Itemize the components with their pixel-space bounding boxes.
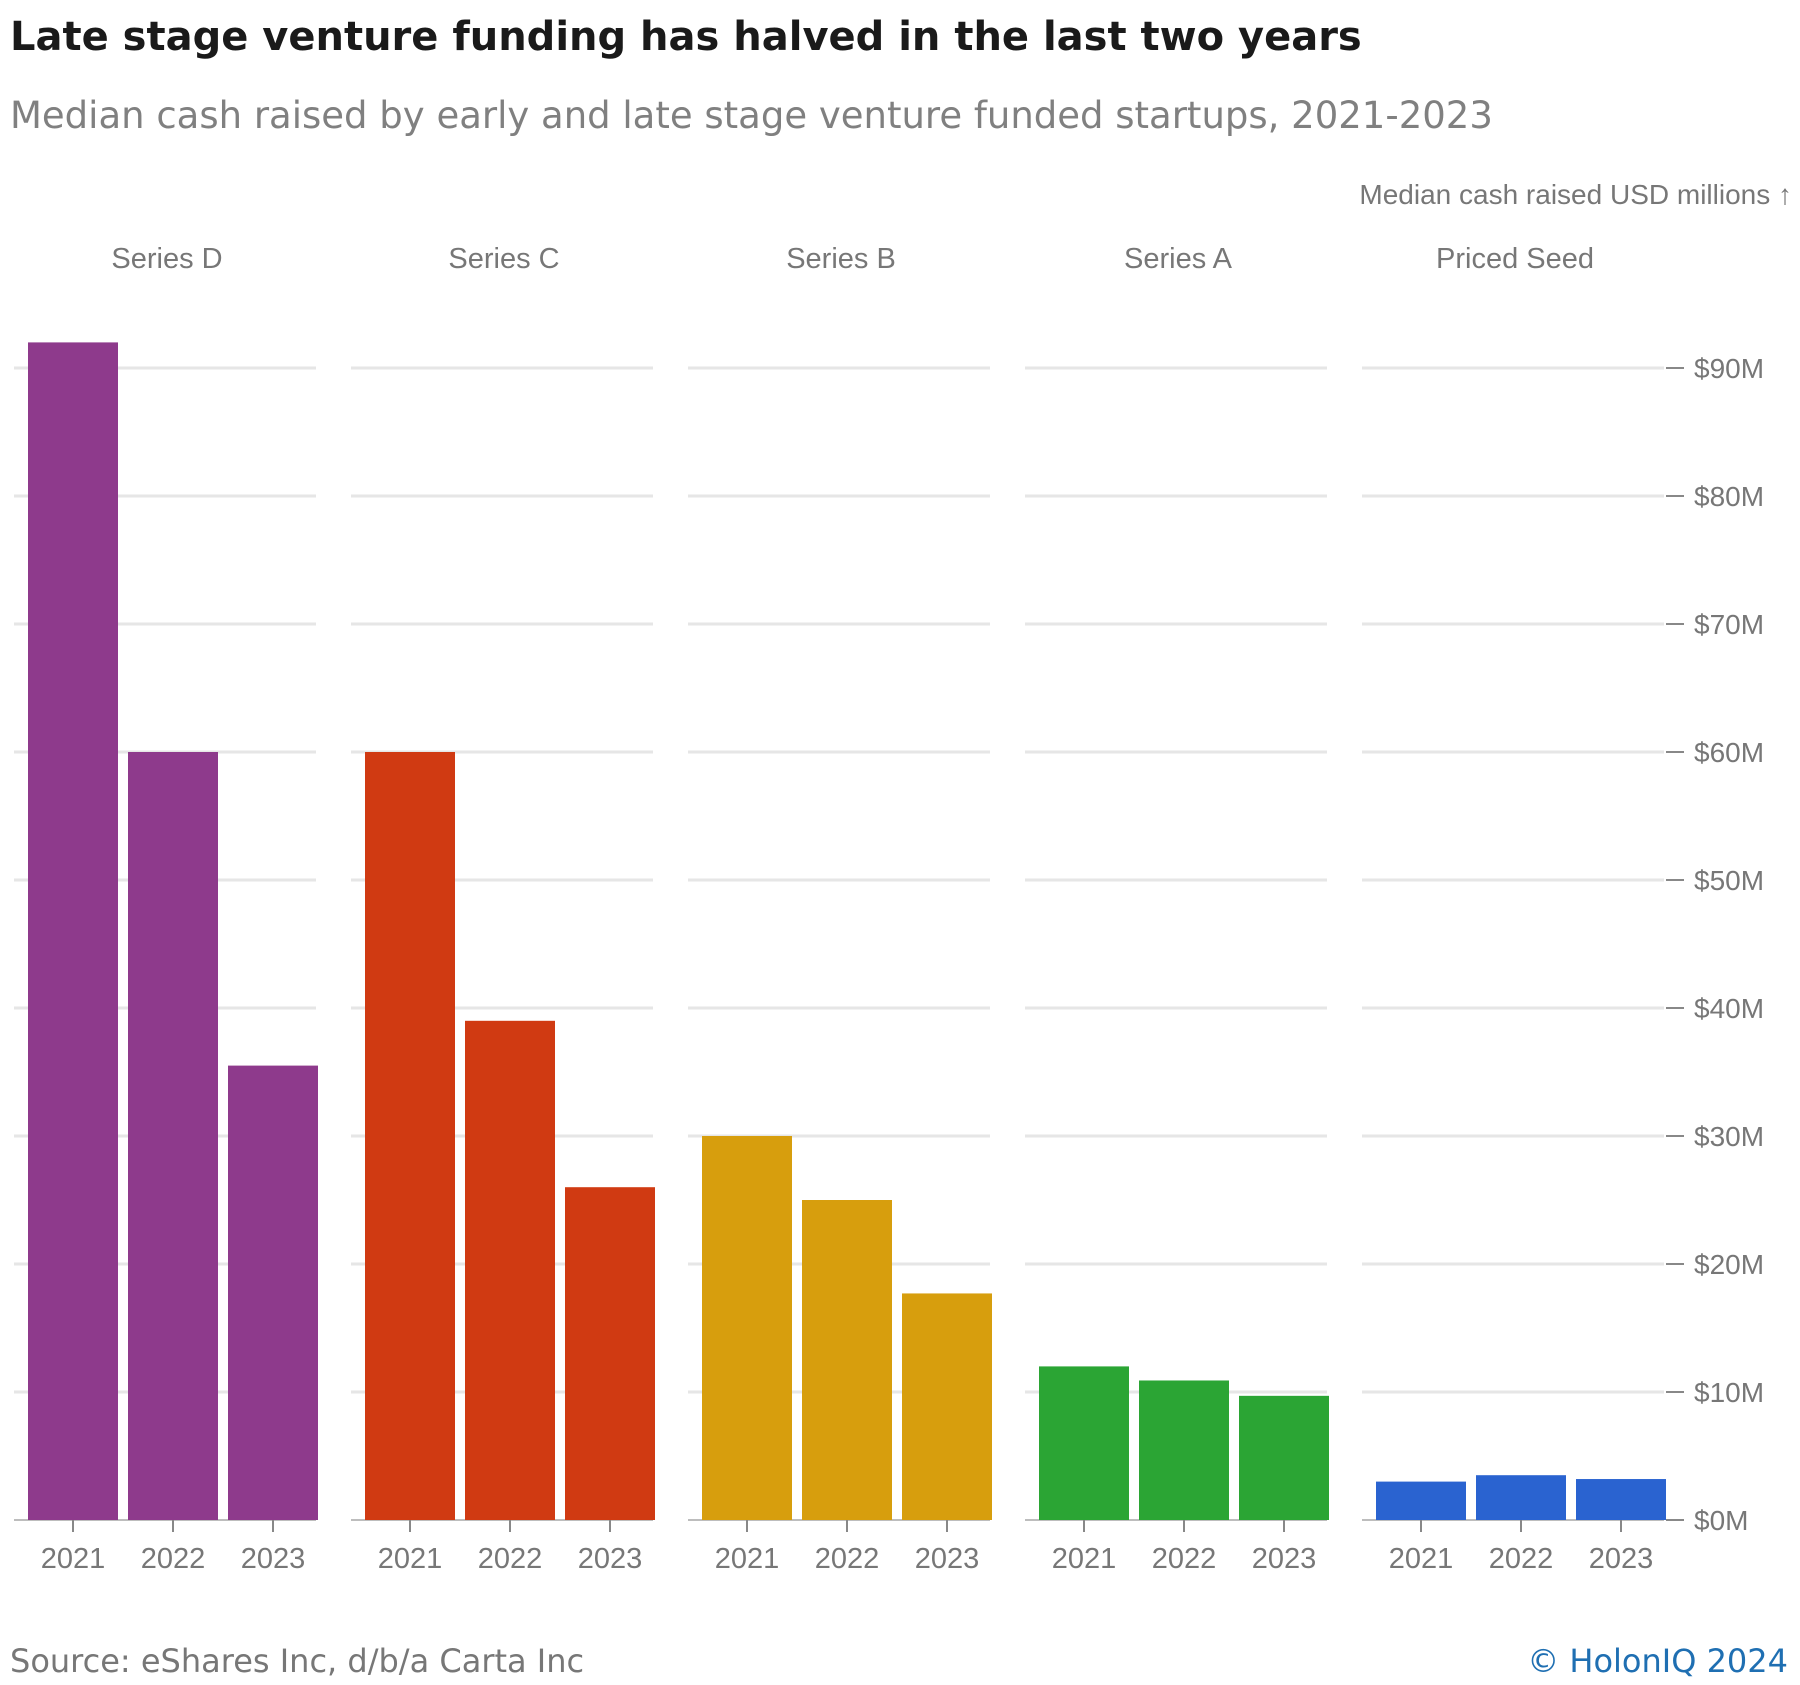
x-tick-label: 2022 xyxy=(141,1543,206,1575)
chart-title: Late stage venture funding has halved in… xyxy=(10,14,1362,60)
x-tick-label: 2021 xyxy=(1052,1543,1117,1575)
facet-title: Series C xyxy=(448,243,559,275)
bar xyxy=(1576,1479,1666,1520)
copyright-credit: © HolonIQ 2024 xyxy=(1527,1642,1788,1680)
chart-subtitle: Median cash raised by early and late sta… xyxy=(10,94,1493,137)
x-tick-label: 2021 xyxy=(41,1543,106,1575)
y-tick-label: $20M xyxy=(1694,1249,1764,1280)
y-tick-label: $0M xyxy=(1694,1505,1748,1536)
x-tick-label: 2022 xyxy=(1489,1543,1554,1575)
bar xyxy=(128,752,218,1520)
bar xyxy=(28,342,118,1520)
bar xyxy=(465,1020,555,1520)
x-tick-label: 2023 xyxy=(915,1543,980,1575)
bar xyxy=(1139,1380,1229,1520)
bar xyxy=(228,1065,318,1520)
facet-title: Series A xyxy=(1124,243,1233,275)
x-tick-label: 2021 xyxy=(1389,1543,1454,1575)
facet-title: Series B xyxy=(786,243,896,275)
bar xyxy=(802,1200,892,1520)
y-tick-label: $90M xyxy=(1694,353,1764,384)
y-tick-label: $80M xyxy=(1694,481,1764,512)
bar xyxy=(902,1293,992,1520)
bar xyxy=(1239,1395,1329,1520)
bar xyxy=(365,752,455,1520)
bar xyxy=(702,1136,792,1520)
x-tick-label: 2023 xyxy=(241,1543,306,1575)
source-note: Source: eShares Inc, d/b/a Carta Inc xyxy=(10,1642,585,1680)
x-tick-label: 2023 xyxy=(1252,1543,1317,1575)
x-tick-label: 2022 xyxy=(1152,1543,1217,1575)
bar xyxy=(1039,1366,1129,1520)
facet-title: Priced Seed xyxy=(1436,243,1594,275)
facet-title: Series D xyxy=(111,243,222,275)
y-tick-label: $10M xyxy=(1694,1377,1764,1408)
bars xyxy=(28,342,1666,1520)
x-tick-label: 2022 xyxy=(815,1543,880,1575)
bar xyxy=(565,1187,655,1520)
y-tick-label: $40M xyxy=(1694,993,1764,1024)
y-tick-label: $60M xyxy=(1694,737,1764,768)
y-tick-label: $70M xyxy=(1694,609,1764,640)
bar xyxy=(1476,1475,1566,1520)
y-axis-label: Median cash raised USD millions ↑ xyxy=(1359,179,1792,210)
x-tick-label: 2021 xyxy=(715,1543,780,1575)
x-tick-label: 2023 xyxy=(1589,1543,1654,1575)
axis-labels: Median cash raised USD millions ↑ $0M $10M… xyxy=(41,179,1792,1575)
x-tick-label: 2022 xyxy=(478,1543,543,1575)
y-tick-label: $30M xyxy=(1694,1121,1764,1152)
x-tick-label: 2023 xyxy=(578,1543,643,1575)
x-tick-label: 2021 xyxy=(378,1543,443,1575)
bar xyxy=(1376,1481,1466,1520)
y-tick-label: $50M xyxy=(1694,865,1764,896)
